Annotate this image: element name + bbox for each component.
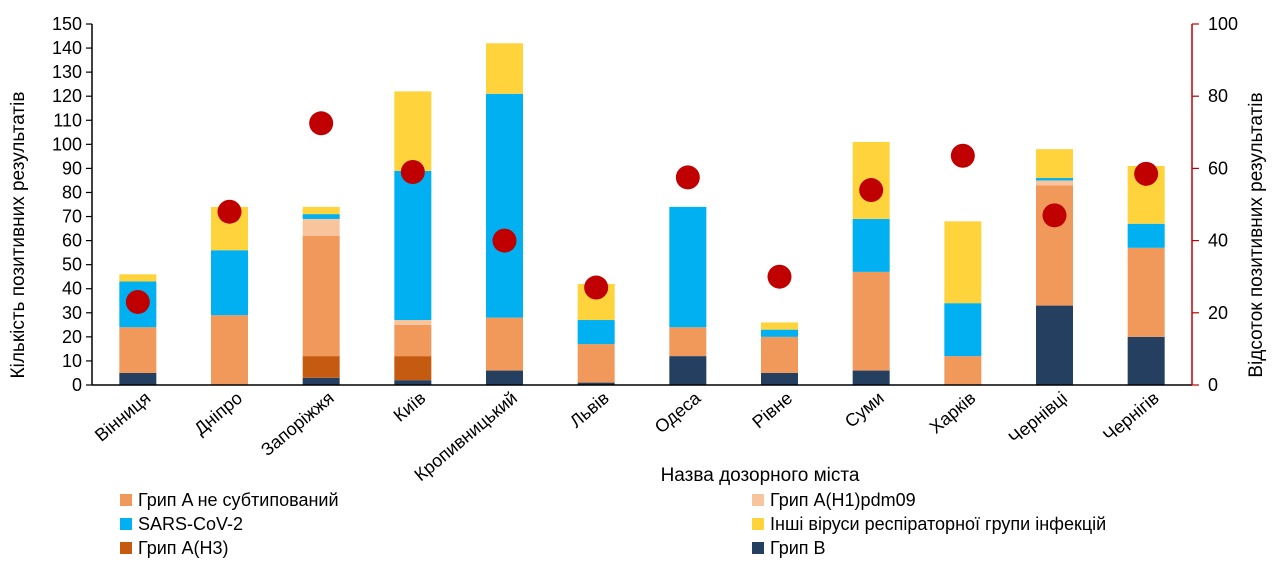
x-axis-label: Назва дозорного міста <box>661 465 860 486</box>
bar-3-2 <box>211 315 248 385</box>
bar-3-10 <box>944 356 982 385</box>
bar-6-11 <box>1036 149 1073 179</box>
y2-axis-label: Відсоток позитивних результатів <box>1246 92 1267 377</box>
bar-3-5 <box>486 317 523 371</box>
bar-1-12 <box>1127 336 1165 385</box>
left-tick-label-10: 90 <box>62 158 82 178</box>
percent-point-3 <box>309 111 334 136</box>
bar-3-6 <box>577 344 615 383</box>
bar-2-3 <box>302 356 340 378</box>
bar-4-4 <box>394 320 432 325</box>
percent-point-10 <box>950 143 975 168</box>
bar-3-8 <box>761 336 798 373</box>
percent-point-1 <box>125 289 150 314</box>
bar-4-11 <box>1036 180 1073 186</box>
bar-3-4 <box>394 324 432 357</box>
percent-point-4 <box>400 160 425 185</box>
bar-1-1 <box>119 372 157 385</box>
bar-5-12 <box>1127 223 1165 248</box>
x-tick-label-11: Чернівці <box>1005 388 1071 448</box>
percent-point-8 <box>767 264 792 289</box>
x-tick-label-7: Одеса <box>651 387 705 437</box>
x-tick-label-8: Рівне <box>748 388 796 433</box>
bars <box>119 43 1165 385</box>
x-tick-label-2: Дніпро <box>190 388 246 439</box>
bar-3-7 <box>669 327 707 357</box>
bar-5-3 <box>302 214 340 219</box>
left-tick-label-14: 130 <box>52 62 82 82</box>
percent-point-12 <box>1134 161 1159 186</box>
x-tick-label-10: Харків <box>926 388 980 438</box>
bar-6-1 <box>119 274 157 282</box>
bar-1-8 <box>761 372 798 385</box>
percent-point-9 <box>859 178 884 203</box>
left-tick-label-13: 120 <box>52 86 82 106</box>
percent-points <box>125 111 1159 314</box>
left-tick-label-1: 0 <box>72 375 82 395</box>
left-tick-label-2: 10 <box>62 351 82 371</box>
bar-3-12 <box>1127 247 1165 337</box>
bar-6-4 <box>394 91 432 171</box>
percent-point-7 <box>675 165 700 190</box>
bar-6-3 <box>302 206 340 215</box>
bar-3-3 <box>302 235 340 357</box>
left-tick-label-11: 100 <box>52 134 82 154</box>
right-tick-label-5: 80 <box>1208 86 1228 106</box>
right-tick-label-2: 20 <box>1208 303 1228 323</box>
bar-1-11 <box>1036 305 1073 385</box>
bar-1-7 <box>669 356 707 385</box>
bar-6-5 <box>486 43 523 94</box>
percent-point-5 <box>492 228 517 253</box>
left-tick-labels: 0 10 20 30 40 50 60 70 80 90 100 110 120 130 140 150 <box>52 14 92 395</box>
bar-1-5 <box>486 370 523 385</box>
bar-1-6 <box>577 382 615 385</box>
left-tick-label-16: 150 <box>52 14 82 34</box>
bar-5-11 <box>1036 178 1073 181</box>
bar-4-3 <box>302 218 340 236</box>
right-tick-label-1: 0 <box>1208 375 1218 395</box>
bar-5-2 <box>211 250 248 316</box>
x-tick-label-6: Львів <box>566 388 613 432</box>
left-tick-label-15: 140 <box>52 38 82 58</box>
left-tick-label-7: 60 <box>62 231 82 251</box>
bar-5-5 <box>486 93 523 318</box>
x-tick-label-4: Київ <box>390 388 430 426</box>
percent-point-2 <box>217 199 242 224</box>
left-tick-label-12: 110 <box>53 110 82 130</box>
x-tick-label-9: Суми <box>841 388 888 432</box>
percent-point-11 <box>1042 203 1067 228</box>
y-axis-label: Кількість позитивних результатів <box>8 92 29 379</box>
bar-1-3 <box>302 377 340 385</box>
left-tick-label-5: 40 <box>62 279 82 299</box>
bar-2-4 <box>394 356 432 381</box>
left-tick-label-9: 80 <box>62 182 82 202</box>
bar-6-10 <box>944 221 982 304</box>
bar-3-11 <box>1036 185 1073 306</box>
x-tick-label-3: Запоріжжя <box>257 388 338 460</box>
x-tick-label-1: Вінниця <box>91 388 154 446</box>
bar-3-9 <box>852 271 890 371</box>
left-tick-label-4: 30 <box>62 303 82 323</box>
bar-5-10 <box>944 303 982 357</box>
bar-5-8 <box>761 329 798 337</box>
bar-6-8 <box>761 322 798 330</box>
right-tick-labels: 0 20 40 60 80 100 <box>1192 14 1238 395</box>
bar-1-4 <box>394 380 432 385</box>
bar-5-9 <box>852 218 890 272</box>
right-tick-label-4: 60 <box>1208 158 1228 178</box>
right-tick-label-3: 40 <box>1208 231 1228 251</box>
left-tick-label-6: 50 <box>62 255 82 275</box>
bar-1-9 <box>852 370 890 385</box>
bar-5-6 <box>577 320 615 345</box>
right-tick-label-6: 100 <box>1208 14 1238 34</box>
bar-5-4 <box>394 170 432 321</box>
bar-3-1 <box>119 327 157 373</box>
x-tick-label-12: Чернігів <box>1099 388 1162 446</box>
left-tick-label-8: 70 <box>62 207 82 227</box>
bar-5-7 <box>669 206 707 328</box>
percent-point-6 <box>584 275 609 300</box>
left-tick-label-3: 20 <box>62 327 82 347</box>
